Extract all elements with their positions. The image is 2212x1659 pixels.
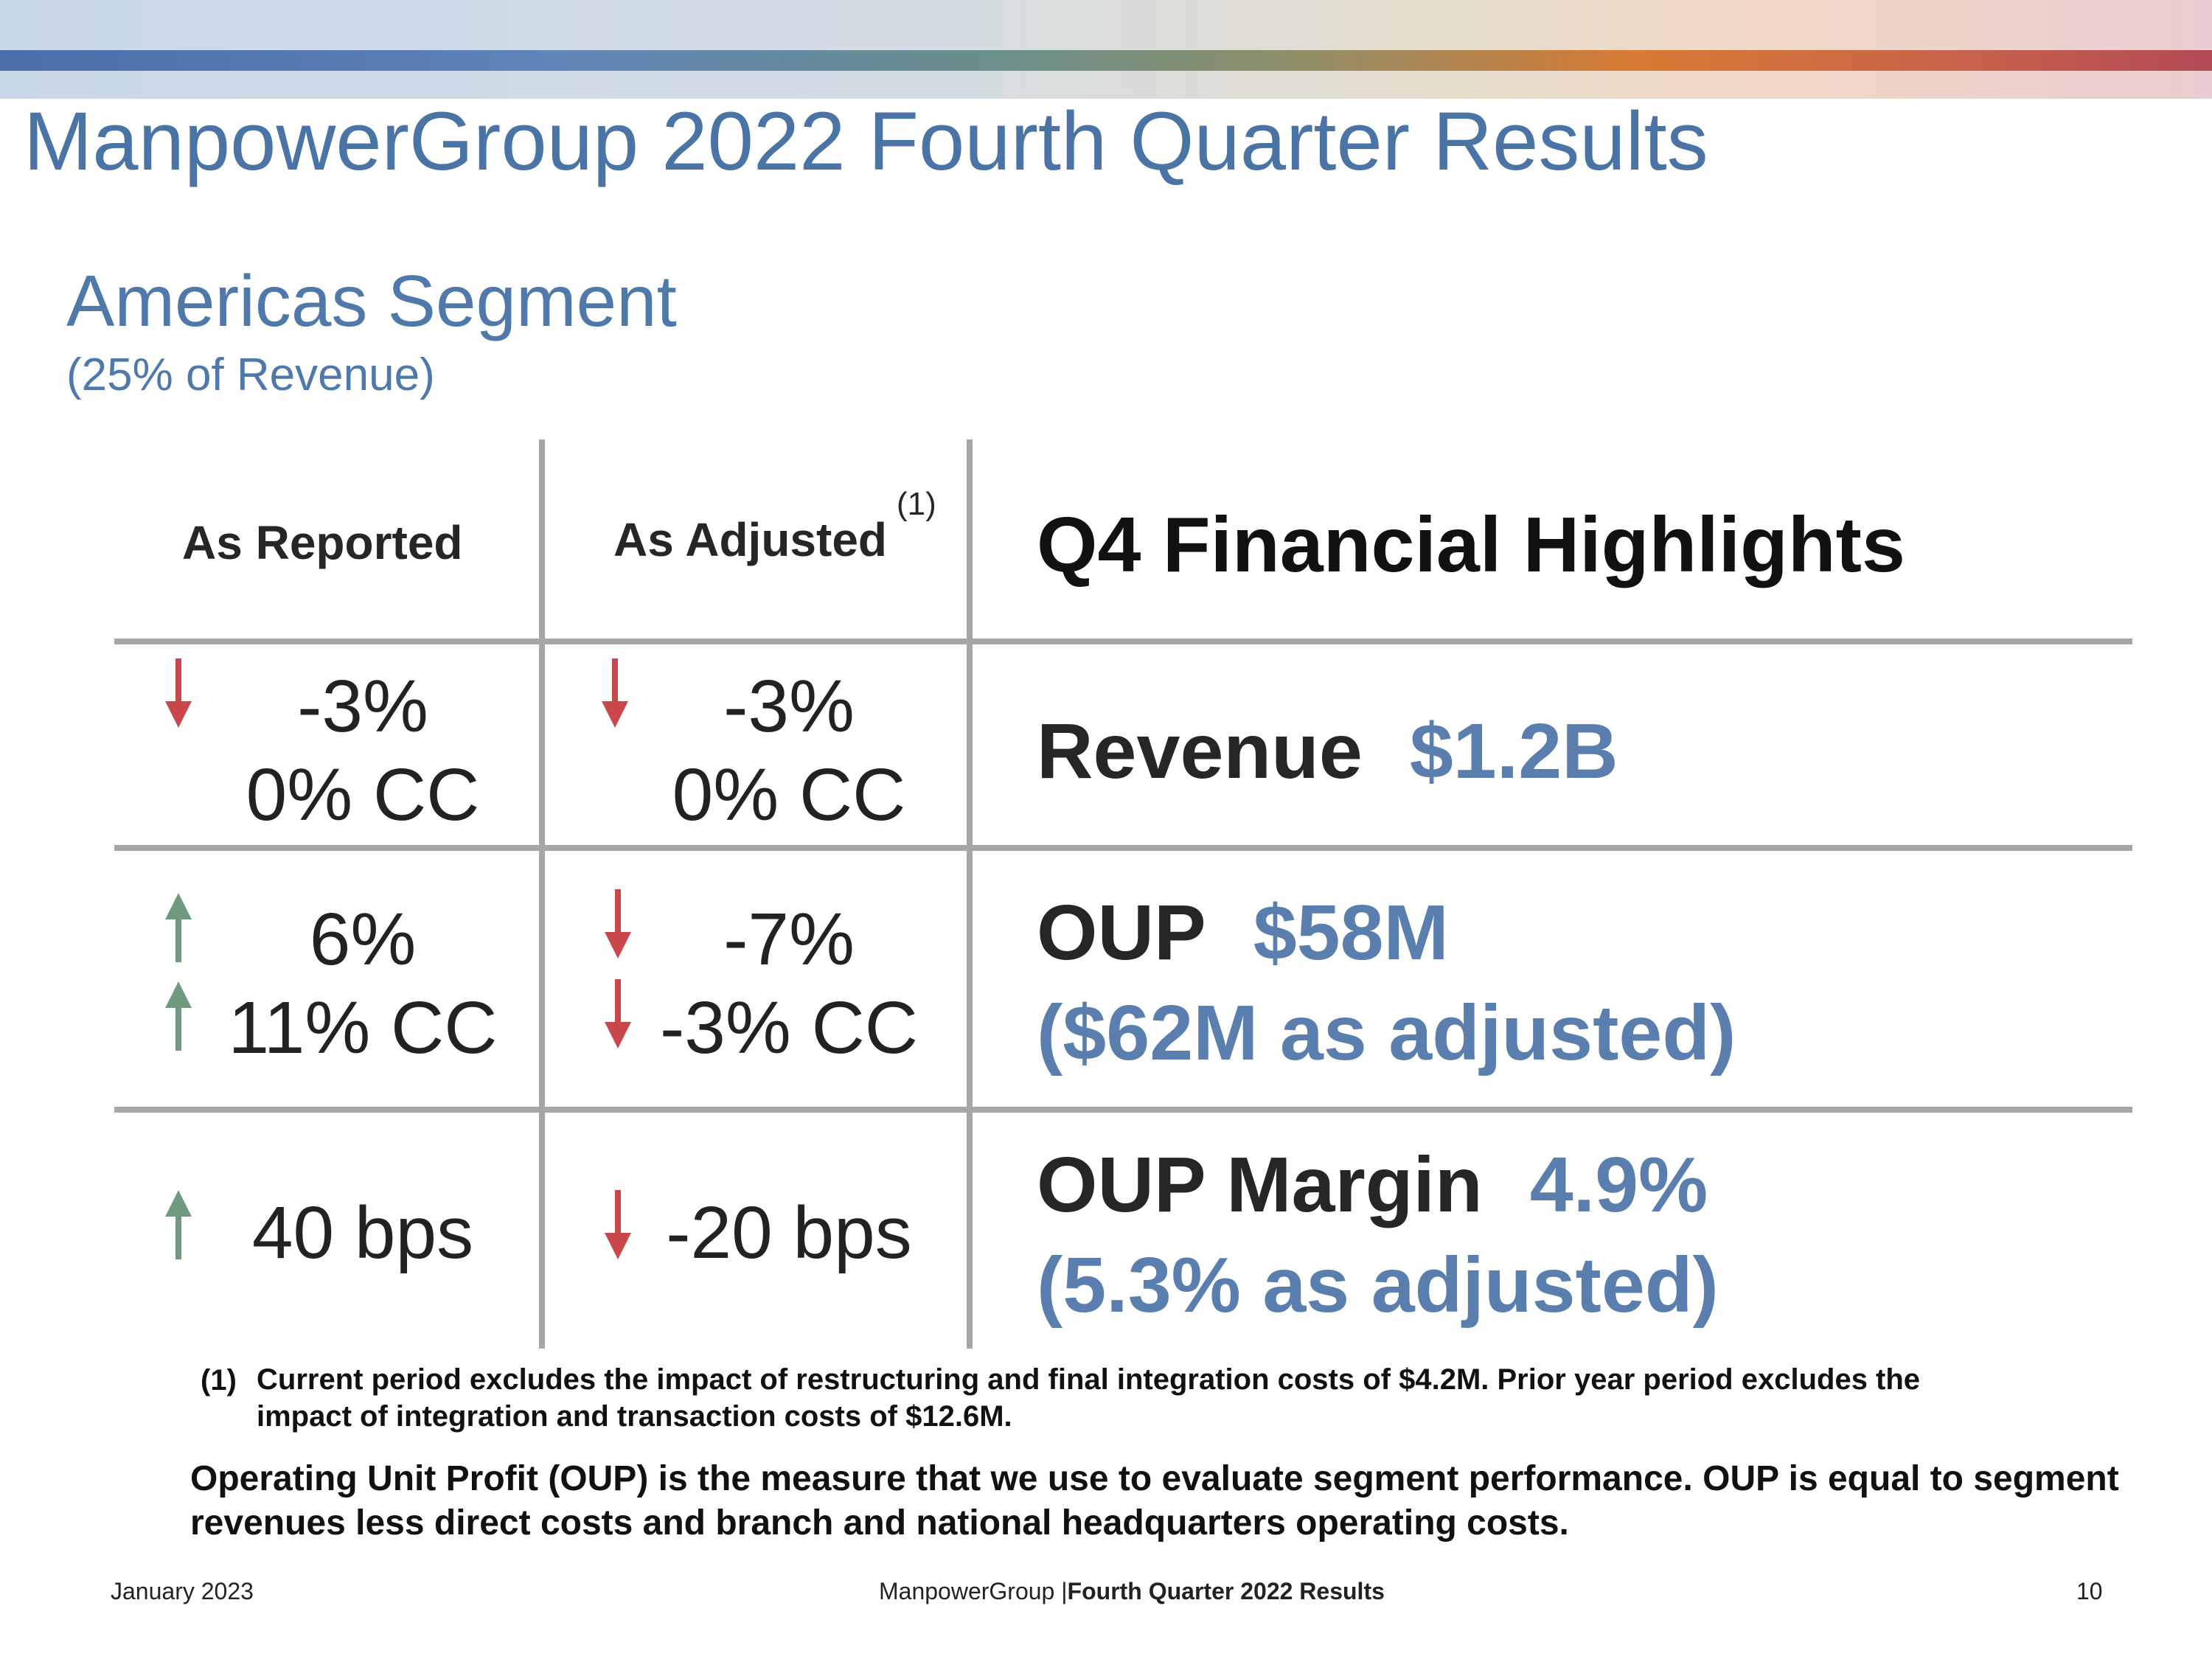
footer-title: ManpowerGroup |Fourth Quarter 2022 Resul… bbox=[879, 1579, 1385, 1603]
footnote-number: (1) bbox=[201, 1364, 237, 1397]
row2-adjusted-cc: -3% CC bbox=[659, 987, 919, 1069]
table-divider-2 bbox=[967, 439, 973, 1349]
footnote-marker: (1) bbox=[897, 486, 936, 522]
header-color-stripe bbox=[0, 50, 2212, 71]
arrow-down-icon bbox=[603, 889, 633, 959]
row2-reported-change: 6% bbox=[309, 898, 417, 981]
row1-adjusted-change: -3% bbox=[723, 665, 855, 748]
arrow-down-icon bbox=[603, 1190, 633, 1259]
arrow-up-icon bbox=[164, 893, 193, 962]
oup-definition: Operating Unit Profit (OUP) is the measu… bbox=[190, 1459, 2119, 1543]
segment-subtitle: (25% of Revenue) bbox=[66, 349, 435, 400]
table-divider-1 bbox=[539, 439, 545, 1349]
segment-title: Americas Segment bbox=[66, 260, 677, 341]
row1-reported-change: -3% bbox=[297, 665, 428, 748]
page-title: ManpowerGroup 2022 Fourth Quarter Result… bbox=[24, 95, 1708, 187]
page-number: 10 bbox=[2076, 1578, 2103, 1604]
highlight-value: $58M bbox=[1253, 889, 1449, 976]
highlight-oup: OUP $58M bbox=[1037, 894, 1449, 972]
table-rule-1 bbox=[114, 639, 2132, 644]
table-rule-2 bbox=[114, 845, 2132, 851]
table-rule-3 bbox=[114, 1107, 2132, 1113]
highlight-value: $1.2B bbox=[1409, 708, 1618, 795]
row1-adjusted-cc: 0% CC bbox=[672, 754, 906, 836]
arrow-down-icon bbox=[603, 979, 633, 1048]
row3-adjusted-change: -20 bps bbox=[666, 1192, 912, 1274]
column-header-adjusted: As Adjusted bbox=[613, 513, 887, 566]
highlight-revenue: Revenue $1.2B bbox=[1037, 712, 1618, 790]
row2-reported-cc: 11% CC bbox=[228, 987, 498, 1069]
footer-separator: | bbox=[1061, 1578, 1068, 1604]
arrow-up-icon bbox=[164, 981, 193, 1051]
highlight-value: 4.9% bbox=[1529, 1141, 1708, 1228]
highlights-title: Q4 Financial Highlights bbox=[1037, 501, 1905, 588]
column-header-reported: As Reported bbox=[182, 516, 463, 569]
highlight-oup-margin: OUP Margin 4.9% bbox=[1037, 1146, 1708, 1224]
arrow-down-icon bbox=[164, 658, 193, 728]
highlight-oup-adjusted: ($62M as adjusted) bbox=[1037, 990, 1736, 1077]
header-gradient-band bbox=[0, 0, 2212, 99]
footer-company: ManpowerGroup bbox=[879, 1578, 1055, 1604]
arrow-up-icon bbox=[164, 1190, 193, 1259]
highlight-label: Revenue bbox=[1037, 708, 1363, 795]
highlight-label: OUP bbox=[1037, 889, 1206, 976]
footnote-text: Current period excludes the impact of re… bbox=[257, 1363, 1921, 1433]
highlight-margin-adjusted: (5.3% as adjusted) bbox=[1037, 1242, 1719, 1329]
arrow-down-icon bbox=[600, 658, 630, 728]
row2-adjusted-change: -7% bbox=[723, 898, 855, 981]
footer-date: January 2023 bbox=[111, 1578, 254, 1604]
row3-reported-change: 40 bps bbox=[251, 1192, 474, 1274]
highlight-label: OUP Margin bbox=[1037, 1141, 1483, 1228]
footer-report: Fourth Quarter 2022 Results bbox=[1067, 1578, 1385, 1604]
row1-reported-cc: 0% CC bbox=[246, 754, 480, 836]
